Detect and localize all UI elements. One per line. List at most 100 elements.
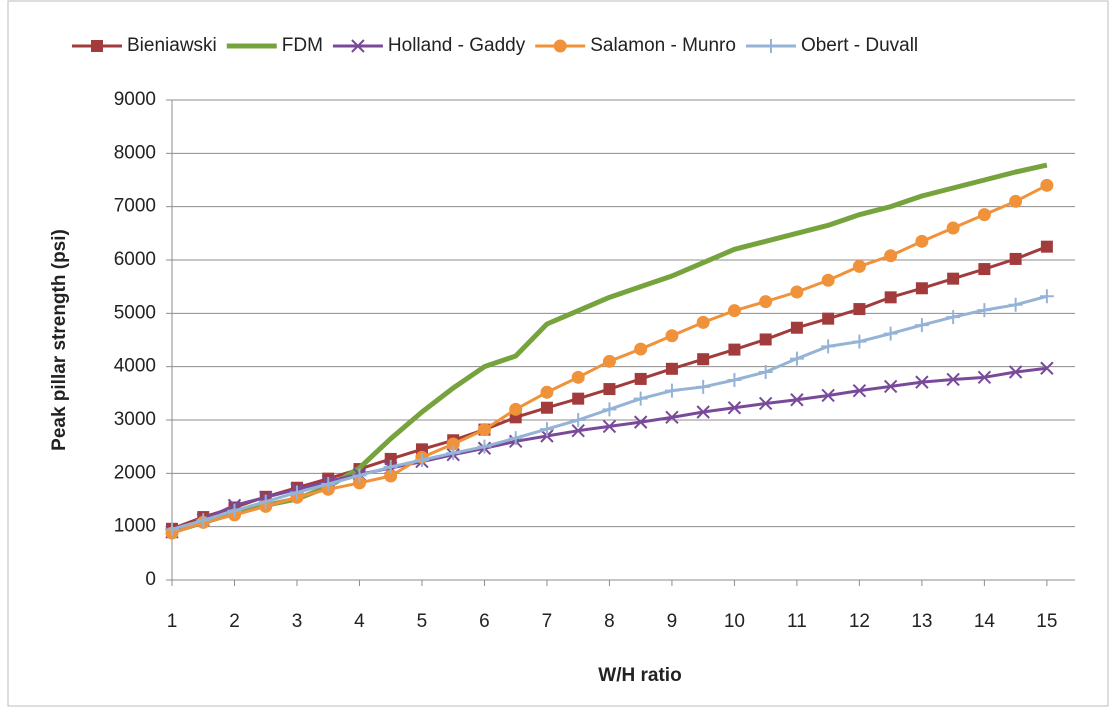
marker	[665, 329, 679, 343]
y-tick-label: 9000	[114, 89, 156, 110]
y-axis-label: Peak pillar strength (psi)	[49, 229, 70, 451]
x-axis-label: W/H ratio	[598, 665, 681, 686]
marker	[821, 339, 836, 354]
marker	[790, 393, 804, 407]
marker	[727, 304, 741, 318]
y-tick-label: 6000	[114, 249, 156, 270]
marker	[852, 383, 867, 398]
x-tick-label: 14	[974, 611, 996, 632]
x-tick-label: 2	[229, 611, 240, 632]
marker	[165, 522, 179, 537]
marker	[696, 405, 710, 419]
marker	[884, 249, 898, 263]
series	[165, 289, 1054, 537]
marker	[540, 401, 553, 414]
marker	[321, 477, 336, 491]
y-tick-label: 2000	[114, 462, 156, 483]
marker	[946, 310, 961, 325]
marker	[852, 259, 866, 273]
marker	[477, 423, 491, 437]
marker	[572, 392, 585, 405]
marker	[727, 401, 742, 415]
marker	[1008, 365, 1023, 379]
marker	[633, 415, 648, 429]
marker	[947, 272, 960, 285]
marker	[852, 334, 867, 349]
x-tick-label: 4	[354, 611, 365, 632]
marker	[571, 423, 585, 438]
marker	[977, 370, 992, 385]
marker	[977, 303, 992, 318]
marker	[758, 396, 773, 411]
marker	[1009, 252, 1022, 265]
marker	[602, 402, 617, 417]
x-tick-label: 1	[167, 611, 178, 632]
x-tick-label: 6	[479, 611, 490, 632]
marker	[977, 208, 991, 222]
marker	[697, 353, 710, 366]
x-tick-label: 3	[292, 611, 303, 632]
y-tick-label: 3000	[114, 409, 156, 430]
marker	[352, 468, 367, 483]
marker	[696, 315, 710, 329]
marker	[289, 485, 304, 500]
marker	[1040, 178, 1054, 192]
marker	[539, 422, 554, 437]
marker	[821, 388, 835, 403]
marker	[384, 469, 398, 483]
marker	[603, 383, 616, 396]
marker	[978, 263, 991, 276]
marker	[602, 419, 617, 434]
marker	[1008, 297, 1023, 312]
marker	[633, 391, 648, 406]
marker	[790, 321, 803, 334]
marker	[915, 234, 929, 248]
legend-label: Salamon - Munro	[590, 35, 736, 56]
legend-label: FDM	[282, 35, 323, 56]
marker	[508, 431, 523, 446]
marker	[915, 375, 929, 389]
marker	[352, 476, 366, 490]
marker	[727, 373, 742, 387]
marker	[946, 372, 960, 387]
y-tick-label: 7000	[114, 196, 156, 217]
marker	[665, 362, 678, 375]
x-tick-label: 7	[542, 611, 553, 632]
marker	[915, 282, 928, 295]
marker	[789, 351, 804, 366]
marker	[383, 459, 398, 474]
x-tick-label: 8	[604, 611, 615, 632]
series	[171, 162, 1048, 535]
chart-frame	[7, 0, 1109, 707]
marker	[1039, 289, 1054, 304]
marker	[1040, 361, 1054, 375]
marker	[790, 285, 804, 299]
legend-label: Obert - Duvall	[801, 35, 918, 56]
marker	[665, 410, 679, 425]
x-tick-label: 5	[417, 611, 428, 632]
marker	[414, 453, 429, 467]
marker	[763, 39, 778, 53]
marker	[553, 39, 567, 53]
marker	[759, 333, 772, 346]
marker	[571, 370, 585, 384]
marker	[946, 221, 960, 235]
y-tick-label: 4000	[114, 356, 156, 377]
marker	[571, 413, 586, 427]
y-tick-label: 8000	[114, 142, 156, 163]
marker	[728, 343, 741, 356]
marker	[446, 437, 460, 451]
x-tick-label: 12	[849, 611, 870, 632]
x-tick-label: 11	[787, 611, 807, 632]
marker	[196, 513, 211, 528]
marker	[883, 326, 898, 341]
marker	[509, 402, 523, 416]
marker	[509, 411, 522, 424]
marker	[883, 379, 898, 394]
marker	[258, 494, 273, 509]
marker	[914, 318, 929, 333]
marker	[664, 383, 679, 398]
marker	[1040, 240, 1053, 253]
series-line	[171, 162, 1048, 535]
